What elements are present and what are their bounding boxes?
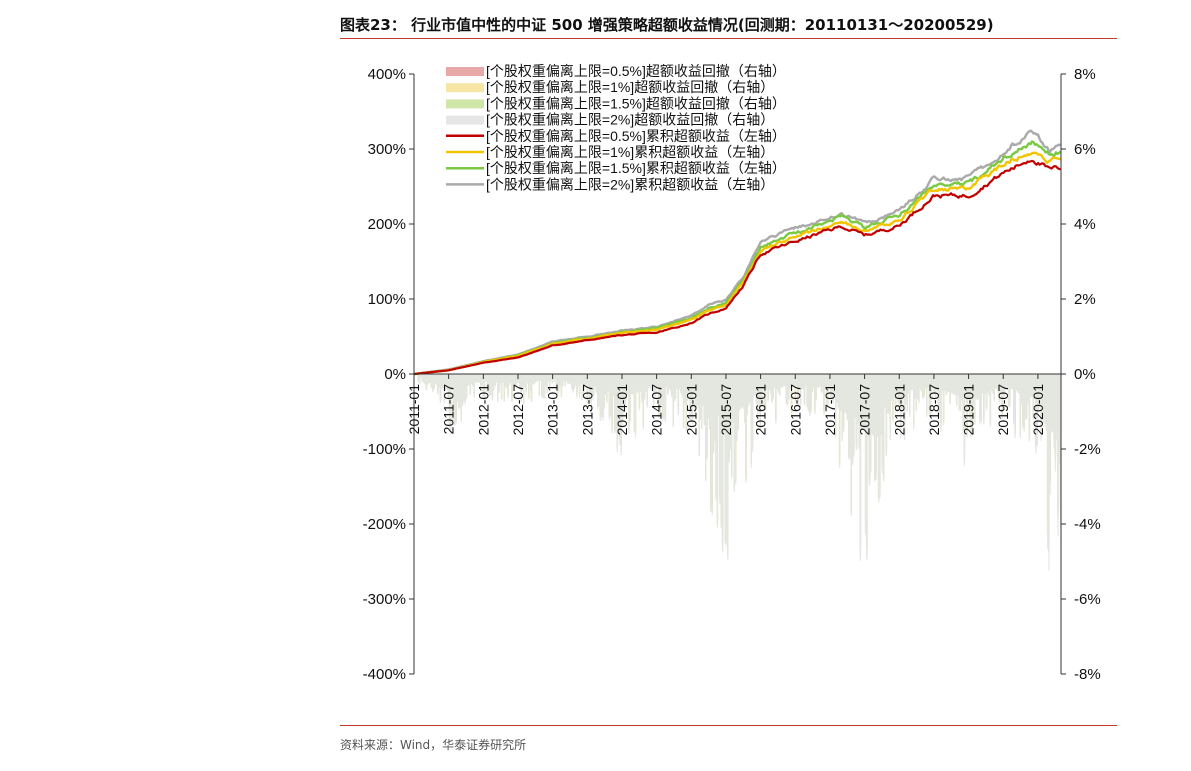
legend-label: [个股权重偏离上限=2%]累积超额收益（左轴） xyxy=(486,176,774,192)
source-note: 资料来源：Wind，华泰证券研究所 xyxy=(340,738,527,752)
legend-item: [个股权重偏离上限=2%]超额收益回撤（右轴） xyxy=(446,112,774,128)
legend-label: [个股权重偏离上限=1%]累积超额收益（左轴） xyxy=(486,144,774,160)
right-axis-tick-label: -2% xyxy=(1074,441,1101,458)
left-axis-tick-label: -300% xyxy=(363,591,406,608)
chart-axes: 400% 300% 200% 100% 0% -100% -200% -300% -400% 8%… xyxy=(363,66,1101,683)
x-axis-tick-label: 2015-07 xyxy=(718,384,734,436)
x-axis-tick-label: 2014-07 xyxy=(649,384,665,436)
left-axis-tick-label: -200% xyxy=(363,516,406,533)
left-axis-tick-label: 0% xyxy=(384,366,406,383)
legend-label: [个股权重偏离上限=1.5%]超额收益回撤（右轴） xyxy=(486,95,786,111)
cumulative-lines xyxy=(413,129,1062,376)
legend-swatch xyxy=(446,67,484,76)
legend-swatch xyxy=(446,99,484,109)
x-axis-tick-label: 2018-07 xyxy=(926,384,942,436)
right-axis-tick-label: -4% xyxy=(1074,516,1101,533)
x-axis-tick-label: 2019-07 xyxy=(995,384,1011,436)
left-axis-tick-label: 300% xyxy=(368,141,406,158)
legend-item: [个股权重偏离上限=0.5%]超额收益回撤（右轴） xyxy=(446,63,786,79)
chart-title: 图表23： 行业市值中性的中证 500 增强策略超额收益情况(回测期：20110… xyxy=(340,16,994,34)
left-axis-tick-label: -400% xyxy=(363,666,406,683)
left-axis-tick-label: 100% xyxy=(368,291,406,308)
x-axis-tick-label: 2020-01 xyxy=(1030,384,1046,436)
x-axis-tick-label: 2016-07 xyxy=(787,384,803,436)
right-axis-tick-label: 0% xyxy=(1074,366,1096,383)
right-axis-tick-label: -8% xyxy=(1074,666,1101,683)
x-axis-tick-label: 2017-01 xyxy=(822,384,838,436)
x-axis-tick-label: 2011-07 xyxy=(441,384,457,435)
x-axis-tick-label: 2018-01 xyxy=(891,384,907,436)
legend-item: [个股权重偏离上限=1%]累积超额收益（左轴） xyxy=(446,144,774,160)
x-axis-tick-label: 2017-07 xyxy=(857,384,873,436)
legend-item: [个股权重偏离上限=1.5%]累积超额收益（左轴） xyxy=(446,160,786,176)
cumulative-line xyxy=(413,151,1061,376)
title-divider xyxy=(340,38,1117,39)
cumulative-line xyxy=(413,159,1061,376)
legend-label: [个股权重偏离上限=0.5%]累积超额收益（左轴） xyxy=(486,128,786,144)
x-axis-tick-label: 2016-01 xyxy=(753,384,769,436)
legend-swatch xyxy=(446,83,484,93)
left-axis-tick-label: -100% xyxy=(363,441,406,458)
legend-label: [个股权重偏离上限=1.5%]累积超额收益（左轴） xyxy=(486,160,786,176)
legend-swatch xyxy=(446,115,484,125)
chart-legend: [个股权重偏离上限=0.5%]超额收益回撤（右轴）[个股权重偏离上限=1%]超额… xyxy=(446,63,786,192)
legend-item: [个股权重偏离上限=1%]超额收益回撤（右轴） xyxy=(446,79,774,95)
right-axis-tick-label: 4% xyxy=(1074,216,1096,233)
right-axis-tick-label: 2% xyxy=(1074,291,1096,308)
left-axis-tick-label: 200% xyxy=(368,216,406,233)
x-axis-tick-label: 2019-01 xyxy=(961,384,977,436)
right-axis-tick-label: -6% xyxy=(1074,591,1101,608)
x-axis-tick-label: 2012-01 xyxy=(475,384,491,436)
x-axis-tick-label: 2011-01 xyxy=(406,384,422,435)
legend-label: [个股权重偏离上限=2%]超额收益回撤（右轴） xyxy=(486,112,774,128)
right-axis-tick-label: 6% xyxy=(1074,141,1096,158)
legend-item: [个股权重偏离上限=1.5%]超额收益回撤（右轴） xyxy=(446,95,786,111)
x-axis-tick-label: 2013-01 xyxy=(545,384,561,436)
x-axis-tick-label: 2014-01 xyxy=(614,384,630,436)
x-axis-tick-label: 2013-07 xyxy=(579,384,595,436)
x-axis-tick-label: 2012-07 xyxy=(510,384,526,436)
legend-label: [个股权重偏离上限=1%]超额收益回撤（右轴） xyxy=(486,79,774,95)
right-axis-tick-label: 8% xyxy=(1074,66,1096,83)
footer-divider xyxy=(340,725,1117,726)
legend-item: [个股权重偏离上限=2%]累积超额收益（左轴） xyxy=(446,176,774,192)
x-axis-tick-label: 2015-01 xyxy=(683,384,699,436)
legend-label: [个股权重偏离上限=0.5%]超额收益回撤（右轴） xyxy=(486,63,786,79)
legend-item: [个股权重偏离上限=0.5%]累积超额收益（左轴） xyxy=(446,128,786,144)
left-axis-tick-label: 400% xyxy=(368,66,406,83)
